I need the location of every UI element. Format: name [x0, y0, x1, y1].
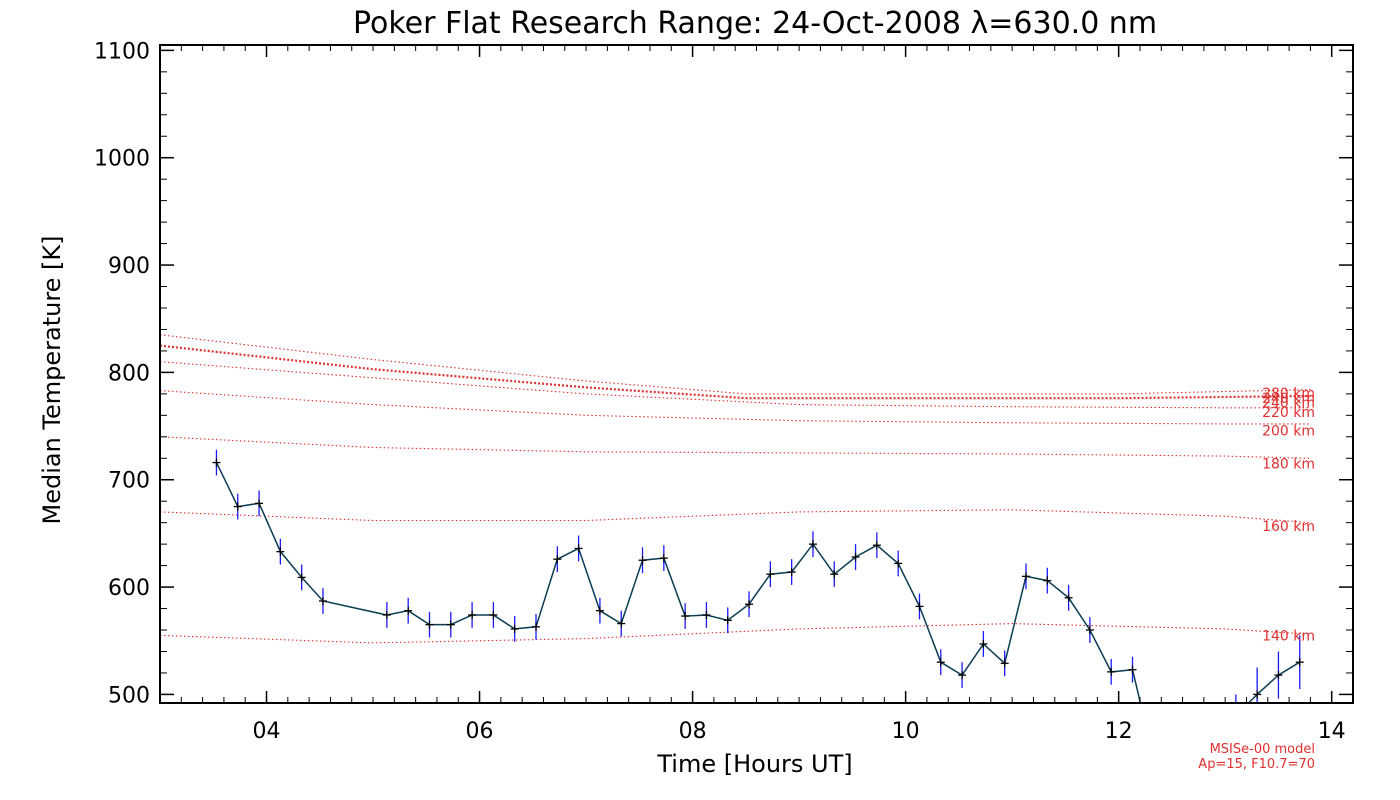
model-line-220-km: [160, 361, 1311, 409]
x-axis-label: Time [Hours UT]: [656, 750, 852, 778]
data-point: [617, 619, 626, 628]
data-point: [1085, 626, 1094, 635]
model-footnote-line-2: Ap=15, F10.7=70: [1198, 757, 1315, 772]
data-point: [830, 570, 839, 579]
model-line-280-km: [160, 334, 1311, 395]
x-tick-label: 14: [1318, 719, 1346, 744]
data-point: [1000, 659, 1009, 668]
model-line-240-km: [160, 344, 1311, 400]
data-point: [979, 639, 988, 648]
data-point: [1043, 576, 1052, 585]
model-line-200-km: [160, 390, 1311, 425]
model-altitude-label: 160 km: [1262, 519, 1315, 535]
y-tick-label: 600: [108, 576, 150, 601]
chart-title: Poker Flat Research Range: 24-Oct-2008 λ…: [353, 6, 1157, 41]
y-tick-label: 900: [108, 254, 150, 279]
data-point: [574, 544, 583, 553]
data-point: [958, 671, 967, 680]
data-point: [255, 499, 264, 508]
y-tick-label: 800: [108, 361, 150, 386]
plot-area: [160, 334, 1311, 763]
data-point: [212, 458, 221, 467]
x-axis: 04 06 08 10 12 14: [159, 45, 1354, 744]
model-altitude-label: 280 km: [1262, 386, 1315, 402]
model-footnote-line-1: MSISe-00 model: [1210, 742, 1315, 757]
y-axis: 500 600 700 800 900 1000 1100: [94, 39, 1353, 708]
data-point: [446, 620, 455, 629]
model-altitude-label: 220 km: [1262, 405, 1315, 421]
x-tick-label: 10: [892, 719, 920, 744]
data-point: [489, 610, 498, 619]
model-line-140-km: [160, 623, 1311, 644]
data-point: [233, 502, 242, 511]
data-point: [595, 606, 604, 615]
data-point: [936, 658, 945, 667]
y-tick-label: 500: [108, 683, 150, 708]
data-point: [766, 570, 775, 579]
data-point: [1021, 572, 1030, 581]
model-altitude-label: 240 km: [1262, 395, 1315, 411]
data-point: [638, 556, 647, 565]
x-tick-label: 04: [253, 719, 281, 744]
measured-line: [215, 462, 1301, 703]
data-point: [1274, 671, 1283, 680]
data-point: [532, 622, 541, 631]
data-point: [851, 553, 860, 562]
data-point: [1064, 593, 1073, 602]
y-tick-label: 1000: [94, 147, 150, 172]
x-tick-label: 08: [679, 719, 707, 744]
plot-contents: [160, 334, 1311, 763]
y-axis-label: Median Temperature [K]: [38, 235, 66, 524]
data-point: [808, 540, 817, 549]
data-point: [723, 616, 732, 625]
x-tick-label: 12: [1105, 719, 1133, 744]
data-point: [382, 610, 391, 619]
data-point: [1253, 690, 1262, 699]
model-altitude-label: 180 km: [1262, 457, 1315, 473]
data-point: [681, 612, 690, 621]
data-point: [1232, 712, 1240, 720]
data-point: [702, 610, 711, 619]
model-altitude-label: 140 km: [1262, 628, 1315, 644]
data-point: [1107, 667, 1116, 676]
model-line-160-km: [160, 509, 1311, 524]
data-point: [872, 541, 881, 550]
data-point: [318, 597, 327, 606]
model-altitude-label: 240 km: [1262, 391, 1315, 407]
data-point: [787, 568, 796, 577]
data-point: [276, 547, 285, 556]
data-point: [1128, 665, 1137, 674]
model-line-180-km: [160, 436, 1311, 459]
model-altitude-label: 200 km: [1262, 423, 1315, 439]
data-point: [425, 620, 434, 629]
data-point: [510, 624, 519, 633]
data-point: [1150, 755, 1158, 763]
data-point: [915, 602, 924, 611]
data-point: [553, 555, 562, 564]
y-tick-label: 700: [108, 469, 150, 494]
data-point: [404, 606, 413, 615]
data-point: [468, 610, 477, 619]
data-point: [659, 554, 668, 563]
y-tick-label: 1100: [94, 39, 150, 64]
x-tick-label: 06: [466, 719, 494, 744]
data-point: [297, 573, 306, 582]
data-point: [894, 559, 903, 568]
data-point: [1295, 658, 1304, 667]
data-point: [745, 600, 754, 609]
